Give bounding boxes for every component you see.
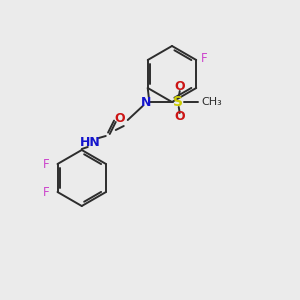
Text: F: F xyxy=(201,52,208,64)
Text: O: O xyxy=(174,110,185,124)
Text: F: F xyxy=(43,185,50,199)
Text: O: O xyxy=(114,112,125,124)
Text: HN: HN xyxy=(80,136,100,148)
Text: N: N xyxy=(141,95,151,109)
Text: O: O xyxy=(174,80,185,94)
Text: CH₃: CH₃ xyxy=(202,97,223,107)
Text: F: F xyxy=(43,158,50,170)
Text: S: S xyxy=(173,95,183,109)
